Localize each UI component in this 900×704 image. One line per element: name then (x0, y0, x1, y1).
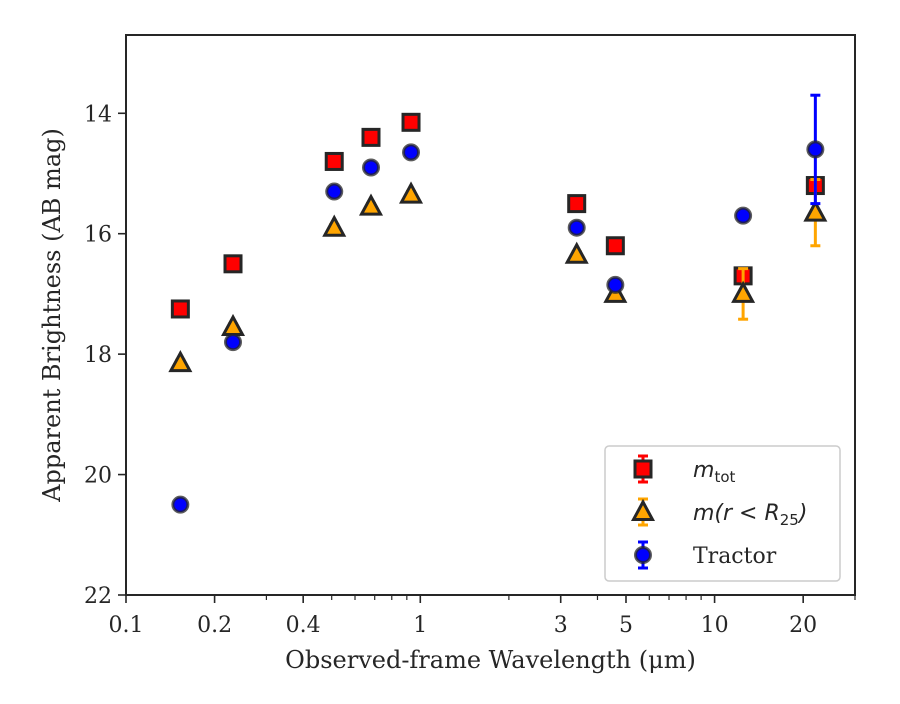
data-point (358, 193, 384, 216)
data-point (731, 267, 756, 321)
triangle-marker (564, 241, 589, 264)
legend-label-subscript: tot (714, 468, 735, 486)
legend-entry: m(r < R25) (630, 497, 807, 529)
major-ticks: 0.1 0.2 0.4 1 3 5 10 20 14 16 18 20 22 (84, 102, 817, 638)
legend-label-tail: ) (797, 501, 808, 526)
circle-marker (734, 206, 753, 225)
legend-circle-marker (634, 546, 652, 564)
circle-marker (806, 140, 825, 159)
data-point (362, 158, 381, 177)
y-tick-label: 14 (84, 102, 112, 127)
square-marker (170, 299, 190, 319)
data-point (361, 127, 381, 147)
square-marker (324, 151, 344, 171)
x-tick-label: 0.2 (197, 613, 232, 638)
circle-marker (606, 275, 625, 294)
legend-entry: Tractor (634, 540, 777, 570)
circle-marker (362, 158, 381, 177)
legend-label: m(r < R25) (693, 501, 807, 529)
triangle-marker (322, 214, 347, 237)
data-point (806, 93, 825, 206)
triangle-marker (803, 199, 828, 222)
data-point (398, 181, 424, 204)
circle-marker (402, 143, 421, 162)
data-point (224, 333, 243, 352)
data-point (567, 218, 586, 237)
x-tick-label: 20 (789, 613, 817, 638)
data-point (223, 254, 243, 274)
data-point (325, 182, 344, 201)
x-tick-label: 3 (554, 613, 568, 638)
triangle-marker (220, 313, 246, 337)
data-point (402, 143, 421, 162)
x-tick-label: 1 (413, 613, 427, 638)
y-tick-label: 18 (84, 343, 112, 368)
circle-marker (224, 333, 243, 352)
data-point (171, 495, 190, 514)
x-tick-label: 5 (619, 613, 633, 638)
legend-label-main: m(r < R (693, 501, 780, 526)
data-point (322, 214, 347, 237)
y-tick-label: 22 (84, 584, 112, 609)
data-point (567, 194, 587, 214)
x-axis-label: Observed-frame Wavelength (μm) (285, 646, 696, 674)
triangle-marker (731, 280, 756, 303)
circle-marker (325, 182, 344, 201)
legend-entry: mtot (633, 454, 735, 486)
circle-marker (567, 218, 586, 237)
x-tick-label: 0.1 (109, 613, 144, 638)
square-marker (361, 127, 381, 147)
series-square (170, 112, 825, 319)
y-tick-label: 20 (84, 464, 112, 489)
plot-frame (125, 34, 856, 596)
data-point (170, 299, 190, 319)
legend-box (604, 445, 841, 582)
data-series (168, 93, 828, 514)
data-point (606, 275, 625, 294)
legend-label-subscript: 25 (780, 511, 799, 529)
square-marker (223, 254, 243, 274)
data-point (220, 313, 246, 337)
legend-triangle-marker (630, 498, 656, 521)
data-point (324, 151, 344, 171)
x-tick-label: 10 (701, 613, 729, 638)
square-marker (605, 236, 625, 256)
series-triangle (168, 178, 828, 373)
data-point (605, 236, 625, 256)
square-marker (567, 194, 587, 214)
x-tick-label: 0.4 (286, 613, 321, 638)
triangle-marker (168, 350, 193, 373)
square-marker (401, 112, 421, 132)
y-axis-label: Apparent Brightness (AB mag) (38, 128, 66, 503)
data-point (564, 241, 589, 264)
legend: mtot m(r < R25) Tractor (604, 445, 841, 582)
circle-marker (171, 495, 190, 514)
triangle-marker (358, 193, 384, 216)
triangle-marker (398, 181, 424, 204)
y-tick-label: 16 (84, 223, 112, 248)
legend-square-marker (633, 459, 653, 479)
data-point (734, 206, 753, 225)
legend-label: Tractor (693, 544, 777, 569)
legend-label-main: m (693, 458, 714, 483)
legend-label: mtot (693, 458, 735, 486)
series-circle (171, 93, 825, 514)
data-point (401, 112, 421, 132)
data-point (168, 350, 193, 373)
